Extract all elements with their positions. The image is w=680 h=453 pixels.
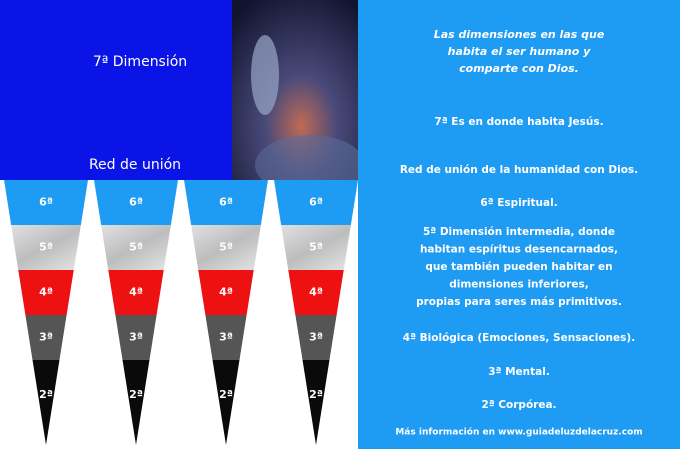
item-line: dimensiones inferiores,	[449, 279, 589, 291]
band-label: 5ª	[39, 241, 53, 254]
band-label: 2ª	[219, 388, 233, 401]
dimension-title: 7ª Dimensión	[93, 54, 187, 70]
band-label: 5ª	[309, 241, 323, 254]
band-label: 6ª	[39, 196, 53, 209]
band-label: 2ª	[39, 388, 53, 401]
dimension-subtitle: Red de unión	[89, 157, 181, 173]
band-label: 2ª	[129, 388, 143, 401]
band	[4, 180, 88, 225]
item-line: que también pueden habitar en	[425, 261, 612, 273]
band-label: 5ª	[129, 241, 143, 254]
band-label: 2ª	[309, 388, 323, 401]
item-line: 5ª Dimensión intermedia, donde	[423, 226, 615, 238]
band-label: 3ª	[39, 331, 53, 344]
band	[184, 180, 268, 225]
band	[94, 225, 178, 270]
band-label: 6ª	[309, 196, 323, 209]
band	[94, 180, 178, 225]
item-line: habitan espíritus desencarnados,	[420, 244, 618, 256]
item-line: 7ª Es en donde habita Jesús.	[434, 116, 603, 128]
band	[274, 225, 358, 270]
item-line: 2ª Corpórea.	[481, 399, 556, 411]
band-label: 4ª	[219, 286, 233, 299]
blue-panel	[0, 0, 232, 180]
band-label: 3ª	[309, 331, 323, 344]
band	[274, 180, 358, 225]
band-label: 5ª	[219, 241, 233, 254]
band-label: 4ª	[309, 286, 323, 299]
heading-line: habita el ser humano y	[448, 45, 591, 58]
item-line: 4ª Biológica (Emociones, Sensaciones).	[403, 332, 635, 344]
band-label: 3ª	[129, 331, 143, 344]
band-label: 4ª	[129, 286, 143, 299]
band-label: 3ª	[219, 331, 233, 344]
band	[184, 225, 268, 270]
band-label: 6ª	[129, 196, 143, 209]
heading-line: Las dimensiones en las que	[434, 28, 605, 41]
band	[4, 225, 88, 270]
right-panel	[358, 0, 680, 449]
footer: Más información en www.guiadeluzdelacruz…	[395, 427, 642, 438]
band-label: 4ª	[39, 286, 53, 299]
item-line: 6ª Espiritual.	[480, 197, 557, 209]
figure	[251, 35, 279, 115]
heading-line: comparte con Dios.	[459, 62, 579, 75]
band-label: 6ª	[219, 196, 233, 209]
item-line: Red de unión de la humanidad con Dios.	[400, 164, 638, 176]
item-line: 3ª Mental.	[488, 366, 550, 378]
item-line: propias para seres más primitivos.	[416, 296, 622, 308]
right-text: Las dimensiones en las que habita el ser …	[400, 28, 638, 411]
